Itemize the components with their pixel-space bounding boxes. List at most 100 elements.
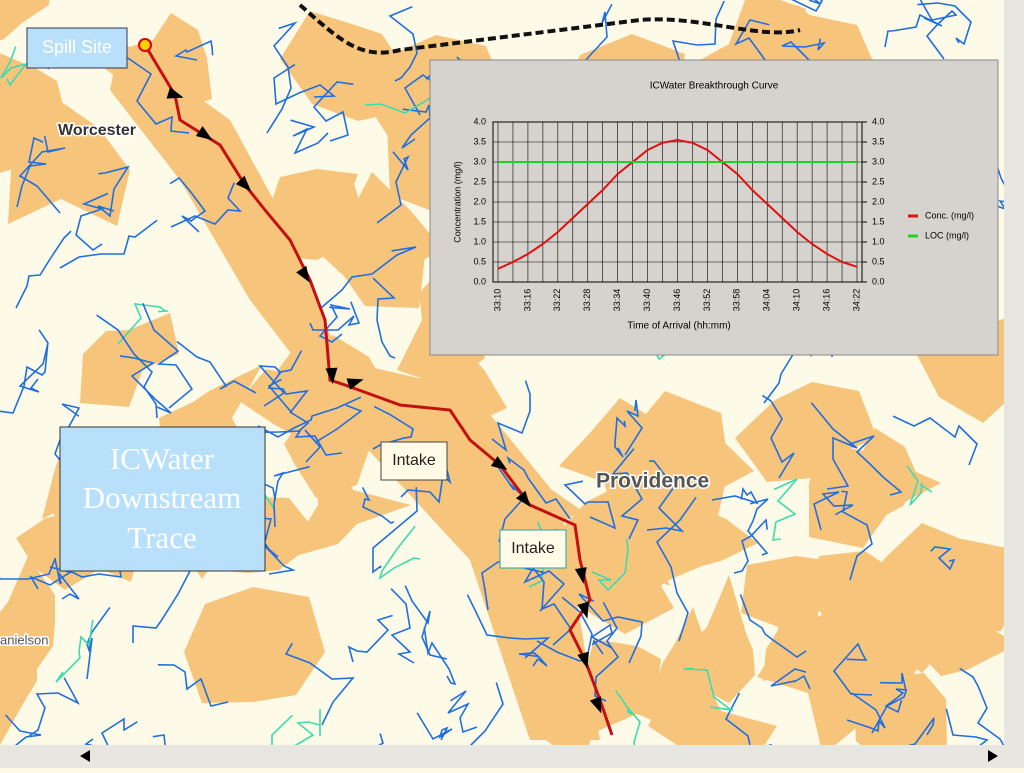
river — [655, 496, 697, 642]
river — [390, 588, 415, 664]
series-line — [497, 138, 858, 270]
river — [309, 301, 361, 331]
river — [96, 314, 158, 419]
trace-title: ICWater — [110, 441, 215, 476]
y2-tick-label: 0.0 — [872, 276, 885, 286]
x-tick-label: 33:22 — [552, 289, 562, 312]
railway — [298, 3, 801, 55]
river — [919, 0, 958, 60]
river — [142, 302, 194, 409]
river — [959, 667, 1013, 761]
y2-tick-label: 0.5 — [872, 256, 885, 266]
river — [266, 21, 298, 134]
trace-arrow — [577, 651, 589, 669]
x-tick-label: 34:10 — [792, 289, 802, 312]
y-tick-label: 3.0 — [473, 156, 486, 166]
river — [0, 46, 29, 87]
river — [416, 712, 453, 741]
river — [591, 538, 629, 592]
trace-arrows — [166, 87, 602, 714]
urban-area — [0, 0, 50, 41]
y-tick-label: 4.0 — [473, 116, 486, 126]
river — [466, 594, 551, 659]
river — [173, 39, 214, 61]
scroll-left[interactable] — [80, 750, 90, 762]
y2-tick-label: 3.5 — [872, 136, 885, 146]
river — [273, 465, 310, 528]
river — [781, 38, 827, 66]
river — [84, 717, 138, 752]
y-tick-label: 3.5 — [473, 136, 486, 146]
river — [849, 435, 903, 496]
y-tick-label: 2.0 — [473, 196, 486, 206]
river — [614, 416, 627, 458]
x-tick-label: 33:10 — [492, 289, 502, 312]
river — [273, 63, 337, 106]
chart-panel: ICWater Breakthrough Curve Time of Arriv… — [429, 59, 999, 356]
river — [846, 692, 886, 733]
intake-label: Intake — [392, 452, 436, 469]
trace-arrow — [296, 265, 310, 283]
y2-tick-label: 1.0 — [872, 236, 885, 246]
x-tick-label: 33:28 — [582, 289, 592, 312]
river — [2, 714, 42, 773]
scroll-right[interactable] — [988, 750, 998, 762]
river — [372, 487, 418, 574]
river — [506, 455, 571, 520]
river — [491, 380, 531, 453]
river — [372, 405, 414, 450]
river — [176, 340, 257, 394]
river — [832, 642, 873, 696]
river — [906, 465, 933, 506]
river — [126, 57, 190, 134]
river — [318, 303, 351, 343]
river — [59, 219, 158, 269]
river — [810, 402, 858, 490]
v-scrollbar[interactable] — [1004, 0, 1024, 748]
y2-tick-label: 4.0 — [872, 116, 885, 126]
river — [97, 165, 130, 218]
spill-box — [26, 27, 128, 69]
river — [614, 690, 641, 770]
river — [290, 119, 329, 155]
urban-area — [662, 504, 758, 583]
river — [18, 135, 66, 214]
urban-area — [0, 80, 99, 174]
trace-arrow — [195, 126, 213, 141]
y2-tick-label: 2.5 — [872, 176, 885, 186]
river — [770, 668, 811, 690]
river — [258, 350, 303, 407]
river — [257, 396, 362, 438]
river — [304, 404, 363, 463]
river — [18, 329, 49, 393]
y-tick-label: 1.0 — [473, 236, 486, 246]
x-tick-label: 34:04 — [762, 289, 772, 312]
river — [0, 344, 49, 414]
river — [312, 81, 354, 142]
y-tick-label: 0.0 — [473, 276, 486, 286]
h-scrollbar[interactable] — [0, 745, 1024, 768]
trace-title-box — [59, 426, 266, 572]
river — [624, 399, 643, 456]
urban-area — [854, 659, 947, 773]
river — [376, 151, 410, 224]
urban-area — [80, 313, 179, 407]
river — [388, 6, 418, 82]
river — [892, 415, 978, 466]
urban-area — [913, 539, 1022, 634]
river — [152, 734, 202, 773]
x-tick-label: 33:58 — [732, 289, 742, 312]
x-tick-label: 34:16 — [821, 289, 831, 312]
river — [884, 13, 943, 48]
river — [254, 430, 343, 456]
legend-label: LOC (mg/l) — [925, 230, 969, 240]
intake-box — [380, 441, 448, 481]
city-label: Worcester — [58, 122, 136, 139]
trace-arrow — [166, 87, 184, 99]
river — [15, 230, 72, 309]
river — [791, 0, 824, 13]
river — [157, 664, 229, 707]
trace-title: Trace — [127, 520, 196, 555]
river — [563, 480, 617, 530]
